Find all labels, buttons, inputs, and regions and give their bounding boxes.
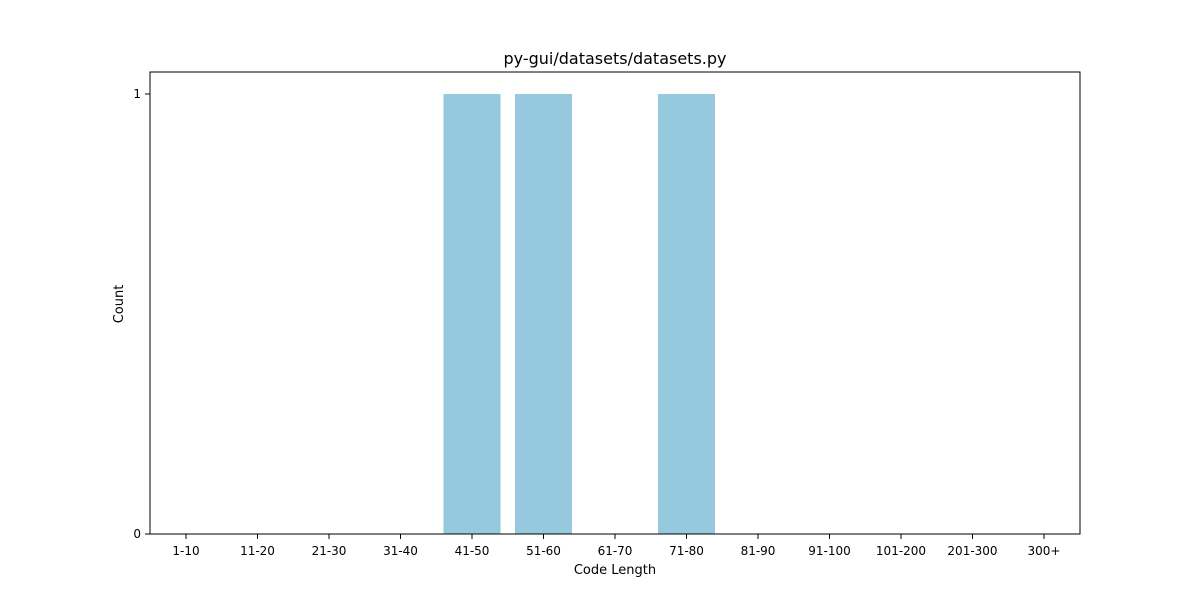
chart-title: py-gui/datasets/datasets.py (503, 49, 726, 68)
y-tick-label: 0 (133, 527, 141, 541)
x-axis-ticks: 1-10 11-20 21-30 31-40 41-50 51-60 61-70 71-80 8… (172, 534, 1060, 558)
x-tick-label: 61-70 (598, 544, 633, 558)
bar-51-60 (515, 94, 572, 534)
x-tick-label: 300+ (1028, 544, 1061, 558)
x-tick-label: 11-20 (240, 544, 275, 558)
x-tick-label: 91-100 (808, 544, 851, 558)
y-tick-label: 1 (133, 87, 141, 101)
x-tick-label: 1-10 (172, 544, 199, 558)
y-axis-label: Count (112, 285, 127, 324)
x-tick-label: 71-80 (669, 544, 704, 558)
x-tick-label: 21-30 (312, 544, 347, 558)
x-tick-label: 31-40 (383, 544, 418, 558)
bar-71-80 (658, 94, 715, 534)
x-tick-label: 81-90 (741, 544, 776, 558)
x-tick-label: 51-60 (526, 544, 561, 558)
y-axis-ticks: 01 (133, 87, 150, 541)
bar-41-50 (443, 94, 501, 534)
x-axis-label: Code Length (574, 563, 656, 578)
x-tick-label: 41-50 (455, 544, 490, 558)
bars-layer (443, 94, 715, 534)
x-tick-label: 201-300 (947, 544, 997, 558)
x-tick-label: 101-200 (876, 544, 926, 558)
